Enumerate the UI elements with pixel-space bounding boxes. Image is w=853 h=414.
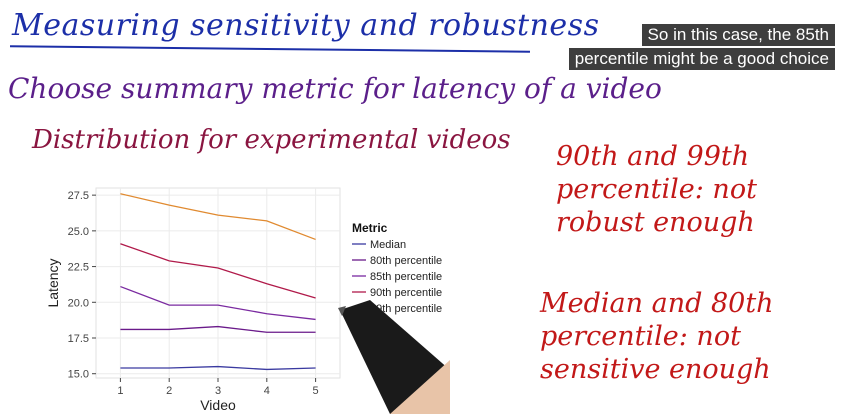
note-sensitivity-line: percentile: not bbox=[540, 321, 741, 352]
y-tick-label: 15.0 bbox=[68, 369, 89, 381]
note-sensitivity: Median and 80th percentile: not sensitiv… bbox=[540, 287, 774, 386]
note-sensitivity-line: Median and 80th bbox=[540, 288, 774, 319]
series-line bbox=[120, 285, 316, 321]
x-tick-label: 2 bbox=[166, 385, 172, 397]
slide-title: Measuring sensitivity and robustness bbox=[12, 8, 600, 43]
legend-entry: 80th percentile bbox=[370, 255, 442, 267]
note-robustness-line: robust enough bbox=[556, 207, 755, 238]
legend-entry: Median bbox=[370, 239, 406, 251]
note-robustness-line: 90th and 99th bbox=[556, 141, 750, 172]
x-tick-label: 4 bbox=[264, 385, 270, 397]
caption-line: percentile might be a good choice bbox=[568, 48, 835, 70]
note-robustness: 90th and 99th percentile: not robust eno… bbox=[556, 140, 757, 239]
y-tick-label: 20.0 bbox=[68, 297, 89, 309]
y-tick-label: 17.5 bbox=[68, 333, 89, 345]
caption-line: So in this case, the 85th bbox=[641, 24, 835, 46]
series-line bbox=[120, 193, 316, 241]
x-tick-label: 5 bbox=[313, 385, 319, 397]
y-axis-label: Latency bbox=[45, 258, 61, 307]
y-tick-label: 25.0 bbox=[68, 226, 89, 238]
series-line bbox=[120, 243, 316, 299]
legend-title: Metric bbox=[352, 221, 388, 235]
slide-line-1: Choose summary metric for latency of a v… bbox=[8, 72, 662, 105]
y-tick-label: 22.5 bbox=[68, 262, 89, 274]
y-tick-label: 27.5 bbox=[68, 190, 89, 202]
series-line bbox=[120, 365, 316, 371]
video-caption: So in this case, the 85th percentile mig… bbox=[568, 24, 835, 72]
note-robustness-line: percentile: not bbox=[556, 174, 757, 205]
x-tick-label: 1 bbox=[117, 385, 123, 397]
slide-line-2: Distribution for experimental videos bbox=[32, 125, 511, 155]
x-tick-label: 3 bbox=[215, 385, 221, 397]
legend-entry: 99th percentile bbox=[370, 303, 442, 315]
x-axis-label: Video bbox=[200, 397, 236, 412]
note-sensitivity-line: sensitive enough bbox=[540, 354, 771, 385]
legend-entry: 85th percentile bbox=[370, 271, 442, 283]
pen-hand-icon bbox=[338, 300, 450, 414]
latency-chart: 15.0 17.5 20.0 22.5 25.0 27.5 1 2 3 4 5 Video Latenc… bbox=[45, 187, 442, 412]
series-line bbox=[120, 325, 316, 333]
legend-entry: 90th percentile bbox=[370, 287, 442, 299]
title-underline bbox=[10, 45, 530, 53]
